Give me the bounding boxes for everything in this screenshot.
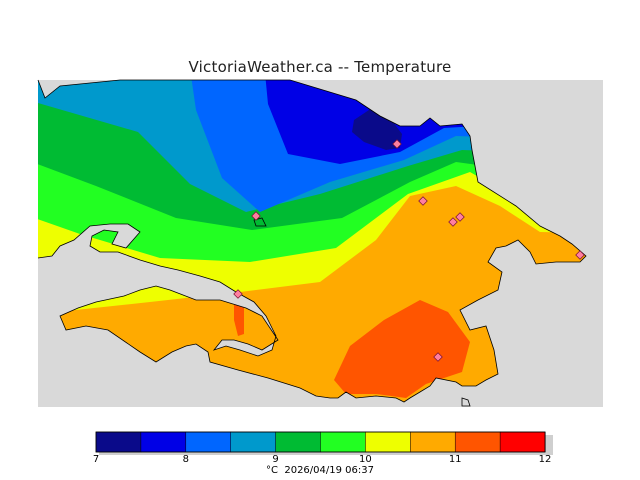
legend-tick-label: 8 xyxy=(182,454,189,465)
legend-caption: °C 2026/04/19 06:37 xyxy=(0,465,640,476)
legend-swatch xyxy=(410,431,456,453)
station-marker[interactable] xyxy=(455,212,465,222)
station-marker[interactable] xyxy=(233,289,243,299)
legend-frame xyxy=(95,431,546,453)
station-marker[interactable] xyxy=(433,352,443,362)
weather-station-markers xyxy=(233,139,585,362)
page-title: VictoriaWeather.ca -- Temperature xyxy=(188,58,452,76)
legend-swatches xyxy=(95,431,546,453)
legend-swatch xyxy=(140,431,187,453)
band-11-inlet xyxy=(234,302,244,336)
legend-swatch xyxy=(365,431,411,453)
legend-swatch xyxy=(230,431,277,453)
station-marker[interactable] xyxy=(392,139,402,149)
legend-tick-label: 9 xyxy=(272,454,279,465)
station-marker[interactable] xyxy=(418,196,428,206)
legend-swatch xyxy=(454,431,501,453)
legend-tick-row: 7 8 9 10 11 12 xyxy=(0,454,640,468)
legend-swatch xyxy=(499,431,546,453)
legend-tick-label: 11 xyxy=(448,454,462,465)
station-marker[interactable] xyxy=(575,250,585,260)
band-11-to-11-5 xyxy=(334,300,470,398)
legend-tick-label: 7 xyxy=(92,454,100,465)
station-marker[interactable] xyxy=(251,211,261,221)
legend-tick-label: 10 xyxy=(359,454,372,465)
legend-swatch xyxy=(320,431,366,453)
coastline xyxy=(37,79,587,407)
legend-tick-label: 12 xyxy=(538,454,552,465)
legend-swatch xyxy=(95,431,142,453)
station-marker[interactable] xyxy=(448,217,458,227)
legend-swatch xyxy=(275,431,322,453)
legend-swatch xyxy=(185,431,232,453)
legend-unit: °C xyxy=(266,465,278,476)
legend-timestamp: 2026/04/19 06:37 xyxy=(284,465,374,476)
color-legend xyxy=(95,431,553,455)
